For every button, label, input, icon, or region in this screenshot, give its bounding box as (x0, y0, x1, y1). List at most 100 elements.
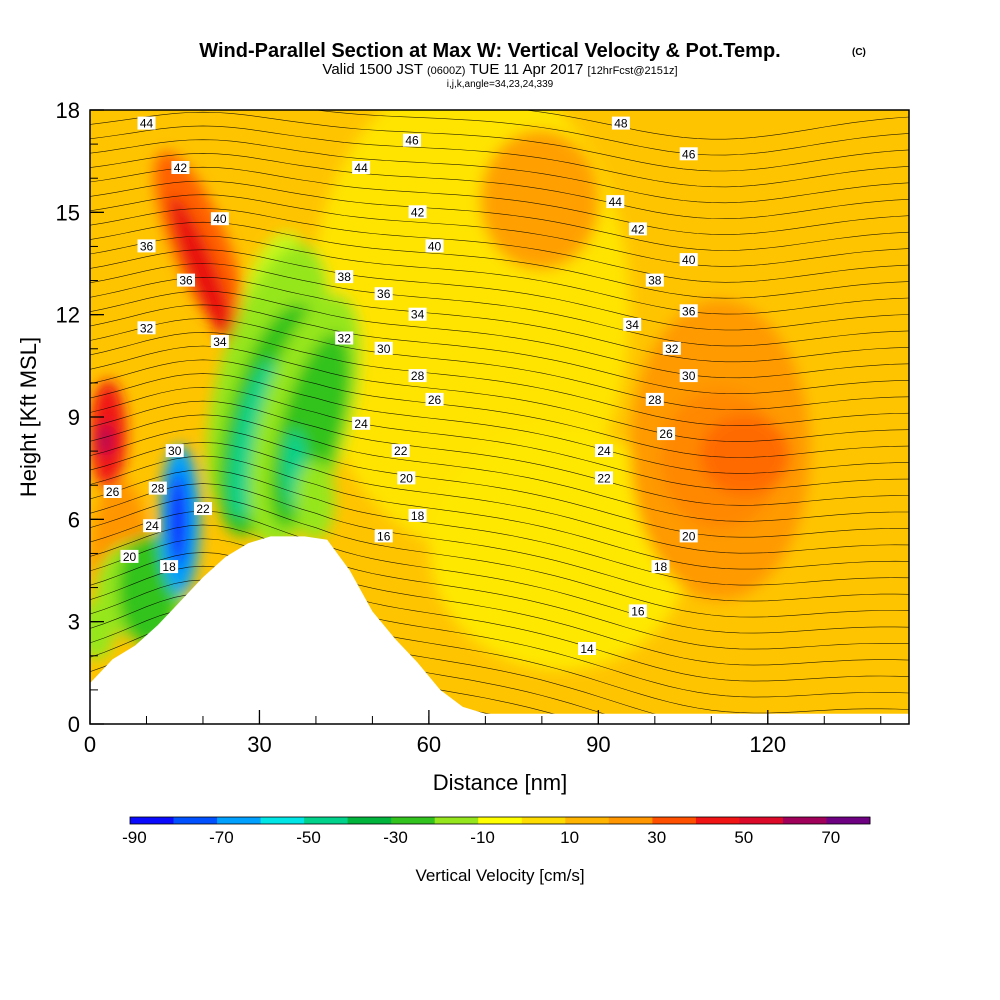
contour-label-box (623, 317, 642, 331)
valid-zulu: (0600Z) (427, 65, 466, 77)
contour-label-box (628, 222, 647, 236)
x-axis-label: Distance [nm] (433, 770, 568, 795)
colorbar-swatch (434, 817, 479, 824)
contour-label-text: 34 (626, 318, 640, 332)
contour-label-box (352, 161, 371, 174)
theta-contour-label: 40 (679, 253, 698, 267)
theta-contour-label: 46 (403, 133, 421, 148)
contour-label-box (425, 239, 444, 253)
contour-label-box (679, 304, 698, 318)
theta-contour-label: 44 (352, 161, 371, 175)
y-tick-label: 18 (56, 98, 80, 123)
theta-contour-label: 44 (137, 116, 156, 131)
contour-label-text: 22 (597, 471, 611, 485)
contour-label-text: 20 (123, 550, 137, 564)
contour-label-box (374, 287, 393, 301)
theta-contour-label: 24 (595, 444, 613, 458)
contour-label-box (595, 444, 613, 458)
contour-label-box (137, 239, 156, 253)
theta-contour-label: 40 (210, 212, 229, 226)
valid-time: Valid 1500 JST (322, 61, 422, 78)
isentrope-line (90, 428, 909, 538)
contour-label-box (194, 502, 212, 516)
isentrope-line (90, 110, 909, 156)
theta-contour-label: 16 (628, 604, 647, 618)
theta-contour-label: 24 (143, 519, 162, 533)
x-tick-label: 0 (84, 732, 96, 757)
contour-label-text: 40 (428, 239, 442, 253)
x-tick-label: 120 (749, 732, 786, 757)
contour-label-text: 20 (682, 529, 696, 543)
contour-label-text: 32 (140, 321, 154, 335)
isentrope-line (90, 125, 909, 188)
contour-label-text: 16 (377, 529, 391, 543)
terrain-mask (90, 536, 909, 724)
colorbar-swatch (130, 817, 174, 824)
y-axis: 0 3 6 9 12 15 18 (56, 98, 104, 737)
colorbar-tick-label: -30 (383, 828, 408, 847)
theta-contour-label: 26 (103, 485, 122, 499)
contour-label-text: 40 (682, 253, 696, 267)
y-tick-label: 3 (68, 610, 80, 635)
colorbar-tick-label: 50 (734, 828, 753, 847)
contour-label-text: 30 (168, 444, 182, 458)
contour-label-text: 28 (411, 369, 425, 383)
isentrope-line (90, 373, 909, 474)
contour-label-text: 42 (411, 205, 425, 219)
contour-label-box (408, 205, 427, 219)
theta-contour-label: 36 (374, 287, 393, 301)
isentrope-line (523, 110, 909, 140)
theta-contour-label: 30 (679, 369, 698, 383)
isentrope-line (90, 290, 909, 379)
colorbar: -90 -70 -50 -30 -10 10 30 50 70 (122, 816, 871, 847)
isentrope-line (90, 111, 909, 172)
contour-label-box (408, 508, 427, 522)
contour-label-box (210, 212, 229, 226)
theta-contour-label: 30 (165, 444, 184, 458)
contour-label-text: 20 (400, 471, 414, 485)
isentrope-line (90, 249, 909, 331)
contour-label-text: 44 (140, 117, 154, 131)
colorbar-swatch (391, 817, 436, 824)
theta-contour-label: 26 (657, 427, 676, 441)
y-tick-label: 9 (68, 405, 80, 430)
velocity-field (90, 110, 810, 670)
contour-label-text: 46 (682, 147, 696, 161)
contour-label-box (679, 529, 698, 543)
isentrope-line (90, 483, 909, 602)
contour-label-box (657, 427, 676, 441)
colorbar-tick-label: 70 (821, 828, 840, 847)
theta-contour-label: 42 (628, 222, 647, 236)
theta-contour-label: 14 (578, 642, 596, 656)
theta-contour-label: 34 (408, 307, 427, 322)
isentrope-line (90, 331, 909, 426)
isentrope-line (90, 304, 909, 395)
theta-contour-label: 42 (408, 205, 427, 219)
contour-label-text: 18 (162, 560, 176, 574)
contour-label-text: 48 (614, 117, 628, 131)
colorbar-swatch (739, 817, 784, 824)
colorbar-swatch (782, 817, 827, 824)
isentrope-line (90, 400, 909, 506)
isentrope-line (90, 442, 909, 554)
contour-label-box (335, 270, 354, 284)
contour-label-text: 38 (338, 270, 352, 284)
theta-contour-label: 32 (662, 341, 681, 356)
contour-label-text: 32 (338, 332, 352, 346)
grid-indices: i,j,k,angle=34,23,24,339 (447, 79, 554, 90)
theta-contour-label: 28 (408, 369, 427, 383)
isentrope-line (90, 194, 909, 267)
theta-contour-label: 20 (679, 529, 698, 543)
contour-label-text: 22 (196, 502, 210, 516)
x-tick-label: 30 (247, 732, 271, 757)
contour-label-box (408, 307, 427, 321)
isentrope-line (90, 263, 909, 347)
isentrope-line (90, 235, 909, 315)
contour-label-text: 36 (140, 239, 154, 253)
theta-contour-label: 22 (194, 502, 212, 516)
isentrope-line (90, 414, 909, 522)
contour-label-text: 44 (354, 161, 368, 175)
contour-label-text: 26 (106, 485, 120, 499)
velocity-blob (169, 472, 187, 568)
